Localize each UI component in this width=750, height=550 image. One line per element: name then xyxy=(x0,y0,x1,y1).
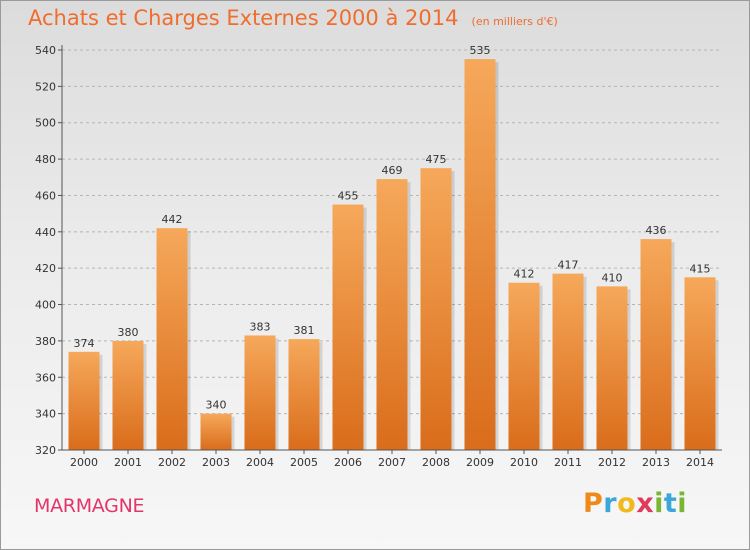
y-tick-label: 360 xyxy=(35,371,56,384)
x-tick-label: 2010 xyxy=(510,456,538,469)
x-tick-label: 2003 xyxy=(202,456,230,469)
bar xyxy=(596,286,628,450)
logo-letter: P xyxy=(583,488,604,519)
proxiti-logo: Proxiti xyxy=(583,488,687,519)
x-tick-label: 2013 xyxy=(642,456,670,469)
y-tick-label: 340 xyxy=(35,408,56,421)
bar xyxy=(112,340,144,450)
x-tick-labels: 2000 2001 2002 2003 2004 2005 2006 2007 2008 2009… xyxy=(70,450,714,469)
value-label: 455 xyxy=(338,190,359,203)
x-tick-label: 2012 xyxy=(598,456,626,469)
bar xyxy=(156,228,188,450)
y-tick-label: 420 xyxy=(35,262,56,275)
value-label: 436 xyxy=(646,224,667,237)
chart-title: Achats et Charges Externes 2000 à 2014 (… xyxy=(28,6,558,30)
bar xyxy=(640,239,672,450)
value-label: 383 xyxy=(250,320,271,333)
bar xyxy=(420,168,452,450)
y-tick-label: 440 xyxy=(35,226,56,239)
y-tick-label: 400 xyxy=(35,299,56,312)
value-label: 469 xyxy=(382,164,403,177)
value-label: 410 xyxy=(602,271,623,284)
x-tick-label: 2014 xyxy=(686,456,714,469)
x-tick-label: 2006 xyxy=(334,456,362,469)
value-label: 380 xyxy=(118,326,139,339)
bars xyxy=(68,59,719,450)
x-tick-label: 2000 xyxy=(70,456,98,469)
y-tick-label: 540 xyxy=(35,44,56,57)
bar xyxy=(464,59,496,450)
x-tick-label: 2001 xyxy=(114,456,142,469)
value-label: 417 xyxy=(558,259,579,272)
value-label: 340 xyxy=(206,399,227,412)
value-label: 381 xyxy=(294,324,315,337)
y-tick-label: 480 xyxy=(35,153,56,166)
x-tick-label: 2008 xyxy=(422,456,450,469)
bar xyxy=(200,413,232,450)
place-name: MARMAGNE xyxy=(34,495,145,517)
value-label: 535 xyxy=(470,44,491,57)
logo-letter: o xyxy=(617,488,637,519)
value-label: 374 xyxy=(74,337,95,350)
x-tick-label: 2004 xyxy=(246,456,274,469)
chart-title-unit: (en milliers d'€) xyxy=(471,15,558,28)
x-tick-label: 2011 xyxy=(554,456,582,469)
y-tick-label: 520 xyxy=(35,80,56,93)
x-tick-label: 2007 xyxy=(378,456,406,469)
bar xyxy=(244,335,276,450)
value-label: 412 xyxy=(514,268,535,281)
x-tick-label: 2009 xyxy=(466,456,494,469)
x-tick-label: 2002 xyxy=(158,456,186,469)
bar xyxy=(376,179,408,450)
logo-letter: i xyxy=(677,488,688,519)
logo-letter: r xyxy=(603,488,618,519)
bar xyxy=(68,351,100,450)
bar xyxy=(332,204,364,450)
value-label: 475 xyxy=(426,153,447,166)
value-label: 415 xyxy=(690,262,711,275)
x-tick-label: 2005 xyxy=(290,456,318,469)
bar xyxy=(684,277,716,450)
chart-title-main: Achats et Charges Externes 2000 à 2014 xyxy=(28,6,459,30)
value-label: 442 xyxy=(162,213,183,226)
logo-letter: i xyxy=(654,488,664,519)
y-tick-labels: 320 340 360 380 400 420 440 460 480 500 520 540 xyxy=(35,44,56,457)
y-tick-label: 380 xyxy=(35,335,56,348)
bar xyxy=(552,273,584,450)
y-tick-label: 500 xyxy=(35,117,56,130)
logo-letter: x xyxy=(636,488,655,519)
y-tick-label: 460 xyxy=(35,189,56,202)
y-tick-label: 320 xyxy=(35,444,56,457)
logo-letter: t xyxy=(663,488,678,519)
bar xyxy=(288,339,320,450)
bar xyxy=(508,282,540,450)
value-labels: 374 380 442 340 383 381 455 469 475 535 412 417 410 4… xyxy=(74,44,711,412)
